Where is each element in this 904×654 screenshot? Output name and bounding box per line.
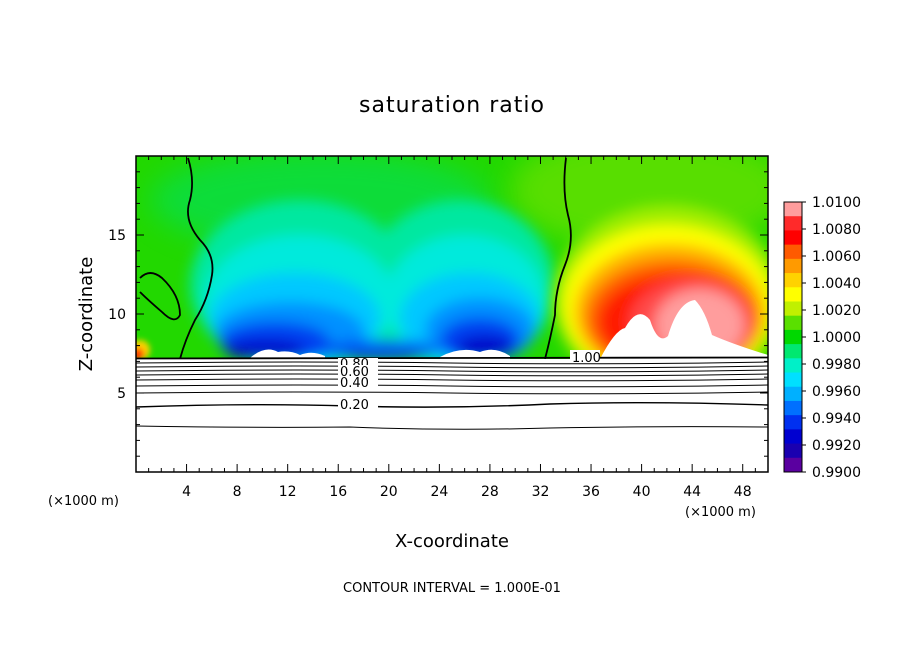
colorbar-label: 0.9940 [812, 411, 861, 427]
colorbar-label: 1.0060 [812, 249, 861, 265]
colorbar-label: 0.9900 [812, 465, 861, 481]
colorbar-label: 1.0100 [812, 195, 861, 211]
colorbar-swatch [784, 216, 802, 231]
x-tick-label: 40 [633, 484, 651, 500]
x-tick-label: 12 [279, 484, 297, 500]
colorbar-swatch [784, 315, 802, 331]
x-tick-label: 48 [734, 484, 752, 500]
y-axis-label: Z-coordinate [76, 257, 97, 372]
x-axis: 4 8 12 16 20 24 28 32 36 40 44 48 [148, 156, 756, 500]
y-tick-label: 5 [117, 386, 126, 402]
colorbar-swatch [784, 287, 802, 302]
y-tick-label: 15 [108, 228, 126, 244]
colorbar-swatch [784, 301, 802, 317]
x-tick-label: 28 [481, 484, 499, 500]
colorbar-swatch [784, 386, 802, 402]
colorbar-swatch [784, 258, 802, 274]
contour-label-1: 1.00 [572, 351, 601, 366]
x-tick-label: 44 [683, 484, 701, 500]
contour-label-4: 0.40 [340, 376, 369, 391]
contour-1-right [544, 157, 572, 359]
y-tick-label: 10 [108, 307, 126, 323]
x-tick-label: 20 [380, 484, 398, 500]
colorbar-swatch [784, 329, 802, 345]
chart-title: saturation ratio [359, 93, 545, 118]
x-axis-label: X-coordinate [395, 531, 509, 552]
x-tick-label: 8 [233, 484, 242, 500]
colorbar-label: 0.9980 [812, 357, 861, 373]
colorbar-swatch [784, 202, 802, 217]
y-axis: 5 10 15 [108, 171, 768, 457]
colorbar-swatch [784, 443, 802, 459]
colorbar-label: 1.0020 [812, 303, 861, 319]
colorbar-swatch [784, 358, 802, 374]
x-tick-label: 16 [329, 484, 347, 500]
colorbar-swatch [784, 372, 802, 388]
contour-1-left [179, 157, 214, 359]
colorbar-swatch [784, 429, 802, 445]
contour-interval-note: CONTOUR INTERVAL = 1.000E-01 [343, 581, 561, 596]
colorbar-swatch [784, 415, 802, 430]
x-unit-label: (×1000 m) [685, 505, 756, 520]
colorbar-swatch [784, 244, 802, 260]
colorbar-label: 1.0080 [812, 222, 861, 238]
x-tick-label: 32 [532, 484, 550, 500]
colorbar-swatch [784, 344, 802, 359]
colorbar-label: 1.0000 [812, 330, 861, 346]
colorbar-swatch [784, 273, 802, 288]
saturation-field [136, 156, 768, 359]
contour-labels: 1.00 0.80 0.60 0.40 0.20 [338, 350, 601, 413]
colorbar-swatch [784, 457, 802, 473]
colorbar-label: 0.9960 [812, 384, 861, 400]
colorbar: 1.0100 1.0080 1.0060 1.0040 1.0020 1.0000 0.99… [783, 195, 861, 481]
contour-label-5: 0.20 [340, 398, 369, 413]
lower-contours [136, 356, 768, 472]
contour-1-loop [139, 272, 181, 321]
x-tick-label: 4 [182, 484, 191, 500]
colorbar-label: 0.9920 [812, 438, 861, 454]
z-unit-label: (×1000 m) [48, 494, 119, 509]
colorbar-label: 1.0040 [812, 276, 861, 292]
x-tick-label: 36 [582, 484, 600, 500]
x-tick-label: 24 [430, 484, 448, 500]
colorbar-swatch [784, 400, 802, 416]
colorbar-swatch [784, 230, 802, 246]
